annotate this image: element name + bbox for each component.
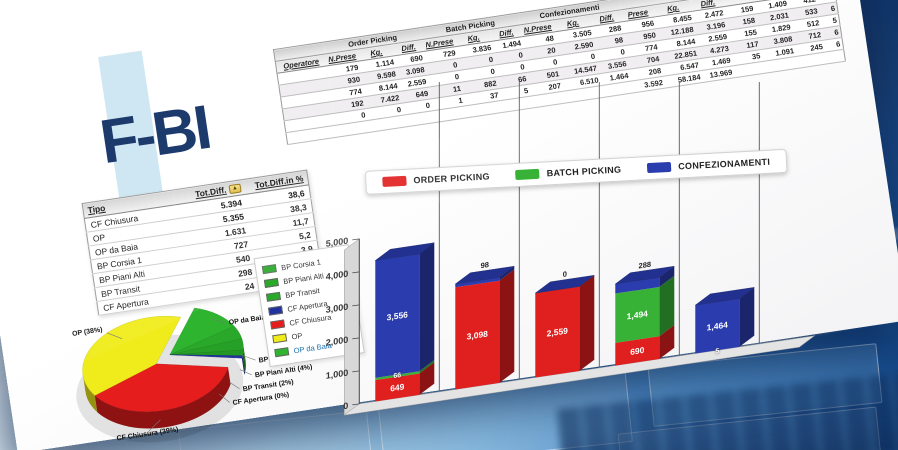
bar-legend-item[interactable]: CONFEZIONAMENTI [646,156,771,174]
legend-swatch-icon [515,168,540,181]
legend-swatch-icon [268,305,284,316]
legend-swatch-icon [646,161,672,174]
bar-segment-label: 5 [715,348,719,356]
legend-swatch-icon [265,291,281,302]
y-axis-tick-label: 3,000 [326,302,349,315]
bar-legend-label: CONFEZIONAMENTI [677,156,771,172]
legend-swatch-icon [270,319,286,330]
bar-segment-label: 3,098 [467,329,488,342]
y-axis-tick-label: 1,000 [326,368,349,381]
bar-top-label: 98 [481,260,489,270]
legend-swatch-icon [382,175,407,188]
bar-legend-label: BATCH PICKING [546,164,622,179]
legend-swatch-icon [272,333,288,344]
pie-slice-label: OP (38%) [72,326,103,337]
y-axis-tick-label: 5,000 [326,236,349,249]
bar-legend-item[interactable]: BATCH PICKING [515,164,622,181]
bar-segment-label: 66 [393,372,401,380]
y-axis-tick-label: 2,000 [326,335,349,348]
bar-legend-label: ORDER PICKING [413,171,491,186]
y-axis-tick-label: 0 [343,401,348,412]
pie-legend-label: OP [290,330,303,342]
sort-asc-icon[interactable]: ▲ [228,183,242,195]
bar-top-label: 288 [639,260,652,271]
bar-legend-item[interactable]: ORDER PICKING [382,171,491,188]
y-axis-tick-label: 4,000 [326,269,349,282]
legend-swatch-icon [261,264,277,275]
bar-top-label: 0 [563,269,567,279]
totals-cell [825,49,846,64]
legend-swatch-icon [263,277,279,288]
bar-segment-label: 3,556 [387,309,408,322]
logo-text: F-BI [95,92,214,178]
bar-segment-label: 690 [630,345,644,357]
bar-segment-label: 649 [390,381,404,393]
legend-swatch-icon [274,347,290,358]
